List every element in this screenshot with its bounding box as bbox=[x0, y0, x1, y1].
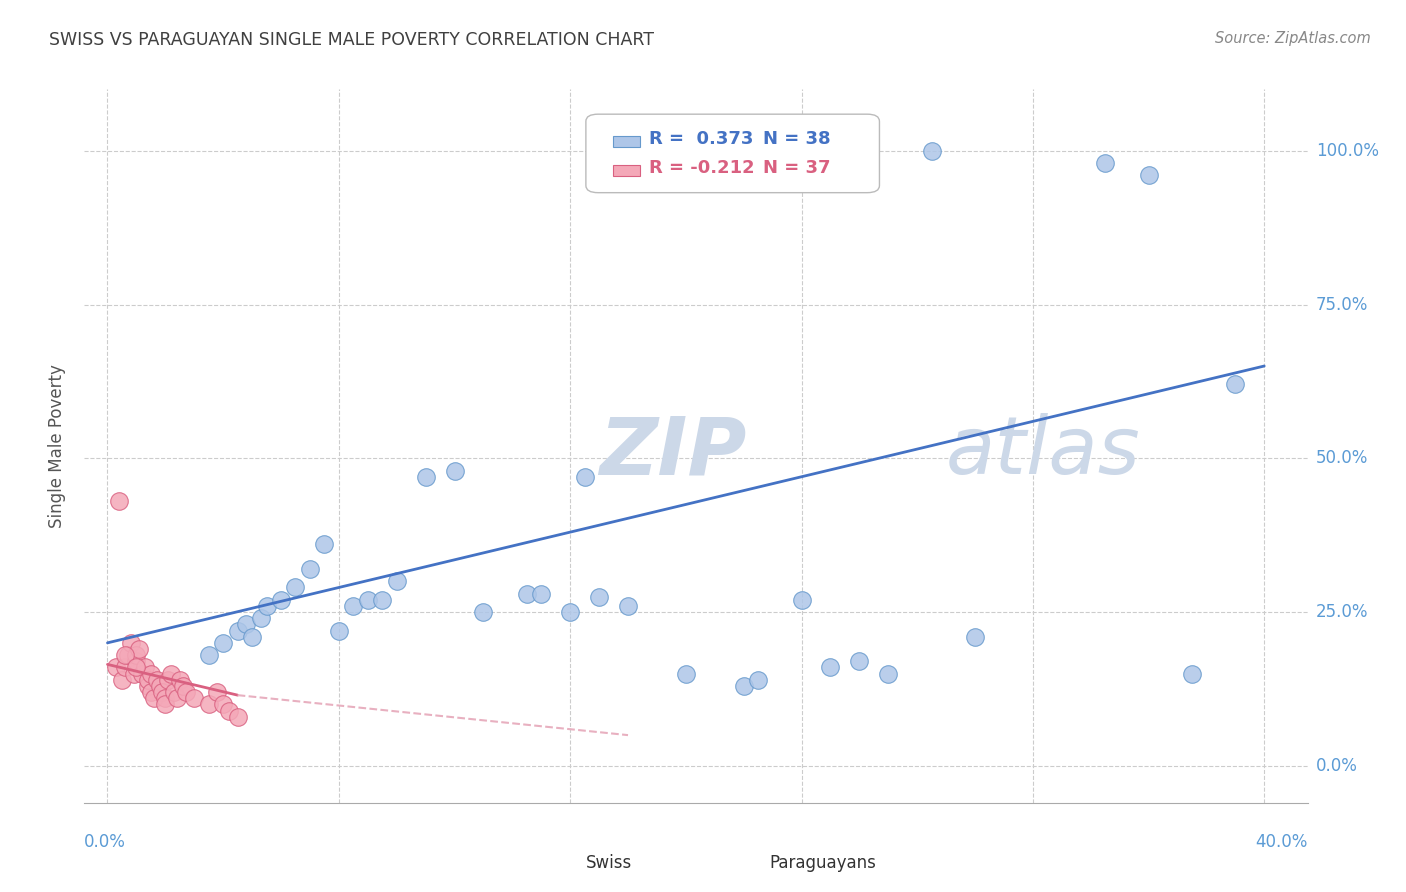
Point bbox=[120, 636, 142, 650]
Point bbox=[1094, 156, 1116, 170]
Point bbox=[166, 691, 188, 706]
Text: 40.0%: 40.0% bbox=[1256, 833, 1308, 851]
Point bbox=[226, 624, 249, 638]
Point bbox=[921, 144, 943, 158]
Text: Source: ZipAtlas.com: Source: ZipAtlas.com bbox=[1215, 31, 1371, 46]
Point bbox=[235, 617, 257, 632]
Point bbox=[114, 660, 136, 674]
Point bbox=[197, 698, 219, 712]
Point bbox=[574, 469, 596, 483]
Point bbox=[588, 590, 610, 604]
Point bbox=[371, 592, 394, 607]
Text: 75.0%: 75.0% bbox=[1316, 295, 1368, 313]
Point bbox=[136, 673, 159, 687]
Point bbox=[125, 648, 148, 662]
Text: R =  0.373: R = 0.373 bbox=[650, 130, 754, 148]
Text: SWISS VS PARAGUAYAN SINGLE MALE POVERTY CORRELATION CHART: SWISS VS PARAGUAYAN SINGLE MALE POVERTY … bbox=[49, 31, 654, 49]
Point bbox=[155, 691, 177, 706]
Text: 50.0%: 50.0% bbox=[1316, 450, 1368, 467]
FancyBboxPatch shape bbox=[586, 114, 880, 193]
Point bbox=[139, 685, 162, 699]
Point bbox=[218, 704, 240, 718]
Point bbox=[443, 464, 465, 478]
Point bbox=[1225, 377, 1247, 392]
Point bbox=[675, 666, 697, 681]
Point bbox=[105, 660, 128, 674]
Point bbox=[848, 654, 870, 668]
Point bbox=[516, 587, 538, 601]
Text: 0.0%: 0.0% bbox=[1316, 757, 1358, 775]
Point bbox=[415, 469, 437, 483]
FancyBboxPatch shape bbox=[613, 136, 640, 147]
Point bbox=[114, 648, 136, 662]
Text: 100.0%: 100.0% bbox=[1316, 142, 1379, 160]
Point bbox=[357, 592, 380, 607]
Point bbox=[877, 666, 900, 681]
Point bbox=[169, 673, 191, 687]
Point bbox=[560, 605, 582, 619]
Point bbox=[385, 574, 408, 589]
Text: 25.0%: 25.0% bbox=[1316, 603, 1368, 621]
Point bbox=[270, 592, 292, 607]
Point bbox=[142, 691, 165, 706]
Text: R = -0.212: R = -0.212 bbox=[650, 159, 755, 177]
Point bbox=[790, 592, 813, 607]
Point bbox=[125, 654, 148, 668]
Point bbox=[207, 685, 229, 699]
Text: ZIP: ZIP bbox=[599, 413, 747, 491]
Point bbox=[136, 679, 159, 693]
Point bbox=[1181, 666, 1204, 681]
FancyBboxPatch shape bbox=[550, 856, 576, 872]
Point bbox=[122, 666, 145, 681]
Point bbox=[963, 630, 986, 644]
Point bbox=[163, 685, 186, 699]
Point bbox=[226, 709, 249, 723]
Point bbox=[172, 679, 194, 693]
Point bbox=[145, 673, 167, 687]
Text: N = 38: N = 38 bbox=[763, 130, 831, 148]
Text: N = 37: N = 37 bbox=[763, 159, 831, 177]
Point bbox=[108, 494, 131, 508]
Text: Paraguayans: Paraguayans bbox=[769, 855, 876, 872]
Point bbox=[240, 630, 263, 644]
Text: 0.0%: 0.0% bbox=[84, 833, 127, 851]
Point bbox=[155, 698, 177, 712]
Point bbox=[157, 673, 180, 687]
Point bbox=[530, 587, 553, 601]
Point bbox=[472, 605, 495, 619]
Point bbox=[328, 624, 350, 638]
Point bbox=[128, 642, 150, 657]
Text: Swiss: Swiss bbox=[586, 855, 633, 872]
Point bbox=[314, 537, 336, 551]
FancyBboxPatch shape bbox=[613, 164, 640, 176]
Point bbox=[342, 599, 364, 613]
Point bbox=[212, 698, 235, 712]
Point bbox=[148, 679, 170, 693]
Point bbox=[284, 581, 307, 595]
Point bbox=[183, 691, 205, 706]
Point bbox=[125, 660, 148, 674]
FancyBboxPatch shape bbox=[733, 856, 759, 872]
Point bbox=[134, 660, 156, 674]
Point bbox=[111, 673, 134, 687]
Point bbox=[117, 648, 139, 662]
Point bbox=[131, 666, 153, 681]
Point bbox=[160, 666, 183, 681]
Point bbox=[1137, 169, 1160, 183]
Point bbox=[174, 685, 197, 699]
Point bbox=[256, 599, 278, 613]
Text: atlas: atlas bbox=[946, 413, 1140, 491]
Point bbox=[197, 648, 219, 662]
Point bbox=[152, 685, 174, 699]
Point bbox=[747, 673, 769, 687]
Point bbox=[733, 679, 755, 693]
Y-axis label: Single Male Poverty: Single Male Poverty bbox=[48, 364, 66, 528]
Point bbox=[298, 562, 321, 576]
Point bbox=[249, 611, 271, 625]
Point bbox=[617, 599, 640, 613]
Point bbox=[139, 666, 162, 681]
Point bbox=[212, 636, 235, 650]
Point bbox=[820, 660, 842, 674]
